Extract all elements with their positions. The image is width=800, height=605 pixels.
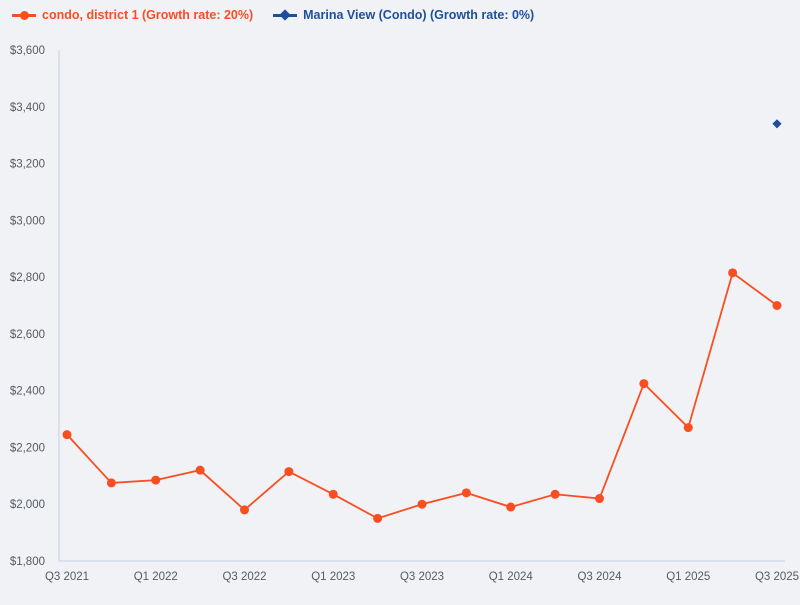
x-axis-tick-label: Q3 2025 [755, 571, 799, 583]
data-point-marker[interactable] [62, 430, 72, 440]
data-point-marker[interactable] [328, 489, 338, 499]
data-point-marker[interactable] [595, 494, 604, 504]
x-axis-tick-label: Q3 2022 [222, 571, 266, 583]
x-axis-tick-label: Q1 2025 [666, 571, 710, 583]
data-point-marker[interactable] [417, 499, 427, 509]
legend-item-marina-view[interactable]: Marina View (Condo) (Growth rate: 0%) [273, 8, 534, 22]
data-point-marker[interactable] [550, 489, 560, 499]
x-axis-tick-label: Q3 2024 [577, 571, 622, 583]
legend-label-marina-view: Marina View (Condo) (Growth rate: 0%) [303, 8, 535, 22]
data-point-marker[interactable] [284, 467, 294, 477]
data-point-marker[interactable] [106, 478, 116, 488]
series-line-0 [66, 271, 778, 520]
data-point-marker[interactable] [772, 119, 782, 129]
x-axis-tick-label: Q1 2022 [134, 571, 178, 583]
data-point-marker[interactable] [195, 465, 205, 475]
data-point-marker[interactable] [240, 505, 249, 515]
y-axis-tick-label: $2,200 [10, 442, 45, 454]
y-axis-tick-label: $3,600 [10, 45, 45, 57]
y-axis-tick-label: $3,200 [10, 159, 45, 171]
y-axis-tick-label: $2,800 [10, 272, 45, 284]
circle-marker-icon [12, 10, 36, 21]
diamond-marker-icon [273, 9, 298, 21]
y-axis-tick-label: $2,400 [10, 386, 45, 398]
data-point-marker[interactable] [683, 423, 693, 433]
y-axis-tick-label: $1,800 [10, 556, 45, 568]
x-axis-tick-label: Q1 2023 [311, 571, 355, 583]
data-point-marker[interactable] [728, 268, 738, 278]
data-point-marker[interactable] [639, 379, 649, 389]
data-point-marker[interactable] [151, 475, 161, 485]
y-axis-tick-label: $2,600 [10, 329, 45, 341]
legend-label-condo-district-1: condo, district 1 (Growth rate: 20%) [42, 8, 254, 22]
y-axis-tick-label: $2,000 [10, 499, 45, 511]
data-point-marker[interactable] [506, 502, 516, 512]
data-point-marker[interactable] [373, 513, 383, 523]
legend-item-condo-district-1[interactable]: condo, district 1 (Growth rate: 20%) [12, 8, 253, 22]
x-axis-tick-label: Q3 2023 [400, 571, 444, 583]
data-point-marker[interactable] [772, 301, 782, 310]
x-axis-tick-label: Q1 2024 [489, 571, 534, 583]
data-point-marker[interactable] [461, 488, 471, 498]
chart-legend: condo, district 1 (Growth rate: 20%) Mar… [12, 8, 534, 22]
y-axis-tick-label: $3,400 [10, 102, 45, 114]
y-axis-tick-label: $3,000 [10, 215, 45, 227]
x-axis-tick-label: Q3 2021 [45, 571, 89, 583]
